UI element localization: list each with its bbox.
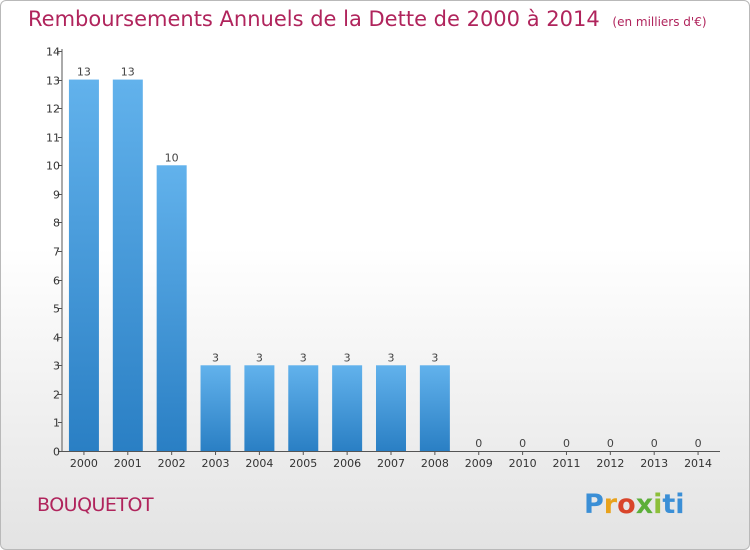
y-tick-label: 14 <box>46 46 60 59</box>
x-tick-label: 2000 <box>70 457 98 470</box>
bar-value-label: 13 <box>121 66 135 79</box>
bar-value-label: 3 <box>344 351 351 364</box>
x-tick-label: 2001 <box>114 457 142 470</box>
bar <box>332 365 363 451</box>
bar-value-label: 0 <box>695 437 702 450</box>
logo-letter: P <box>584 489 604 520</box>
bar <box>112 79 143 452</box>
bar-value-label: 3 <box>388 351 395 364</box>
bar <box>200 365 231 451</box>
x-tick-label: 2014 <box>684 457 712 470</box>
x-tick-label: 2003 <box>202 457 230 470</box>
chart-title-text: Remboursements Annuels de la Dette de 20… <box>28 7 600 31</box>
x-tick-label: 2007 <box>377 457 405 470</box>
logo-letter: r <box>603 489 618 520</box>
y-tick-label: 13 <box>46 75 60 88</box>
y-tick-label: 11 <box>46 132 60 145</box>
logo-letter: o <box>617 489 636 520</box>
y-tick-label: 10 <box>46 160 60 173</box>
bar-value-label: 0 <box>607 437 614 450</box>
y-tick-label: 7 <box>53 246 60 259</box>
y-tick-label: 9 <box>53 189 60 202</box>
y-tick-label: 0 <box>53 446 60 459</box>
x-tick-label: 2006 <box>333 457 361 470</box>
bar <box>68 79 99 452</box>
x-tick-label: 2013 <box>640 457 668 470</box>
bar <box>244 365 275 451</box>
y-tick-label: 4 <box>53 332 60 345</box>
y-tick-label: 2 <box>53 389 60 402</box>
logo-letter: x <box>635 489 654 520</box>
x-tick-label: 2010 <box>509 457 537 470</box>
y-tick-label: 3 <box>53 360 60 373</box>
bar-value-label: 0 <box>475 437 482 450</box>
x-tick-label: 2012 <box>596 457 624 470</box>
bar-value-label: 13 <box>77 66 91 79</box>
logo-letter: i <box>653 489 663 520</box>
bar-value-label: 0 <box>563 437 570 450</box>
proxiti-logo: Proxiti <box>584 489 685 520</box>
bar-value-label: 3 <box>431 351 438 364</box>
y-tick-label: 1 <box>53 417 60 430</box>
y-tick-label: 8 <box>53 217 60 230</box>
bar <box>419 365 450 451</box>
x-tick-label: 2011 <box>552 457 580 470</box>
bar-value-label: 3 <box>256 351 263 364</box>
logo-letter: ti <box>662 489 685 520</box>
chart-subtitle: (en milliers d'€) <box>612 15 707 29</box>
bar-value-label: 0 <box>651 437 658 450</box>
bar <box>376 365 406 451</box>
y-tick-label: 5 <box>53 303 60 316</box>
y-tick-label: 6 <box>53 275 60 288</box>
bar <box>156 165 187 452</box>
bar-value-label: 10 <box>165 151 179 164</box>
x-tick-label: 2009 <box>465 457 493 470</box>
commune-name: BOUQUETOT <box>37 494 154 516</box>
bar-value-label: 3 <box>212 351 219 364</box>
bar-value-label: 0 <box>519 437 526 450</box>
x-tick-label: 2002 <box>158 457 186 470</box>
chart-title: Remboursements Annuels de la Dette de 20… <box>28 7 707 31</box>
bar <box>288 365 319 451</box>
x-tick-label: 2005 <box>289 457 317 470</box>
y-tick-label: 12 <box>46 103 60 116</box>
x-tick-label: 2008 <box>421 457 449 470</box>
bar-value-label: 3 <box>300 351 307 364</box>
x-tick-label: 2004 <box>245 457 273 470</box>
